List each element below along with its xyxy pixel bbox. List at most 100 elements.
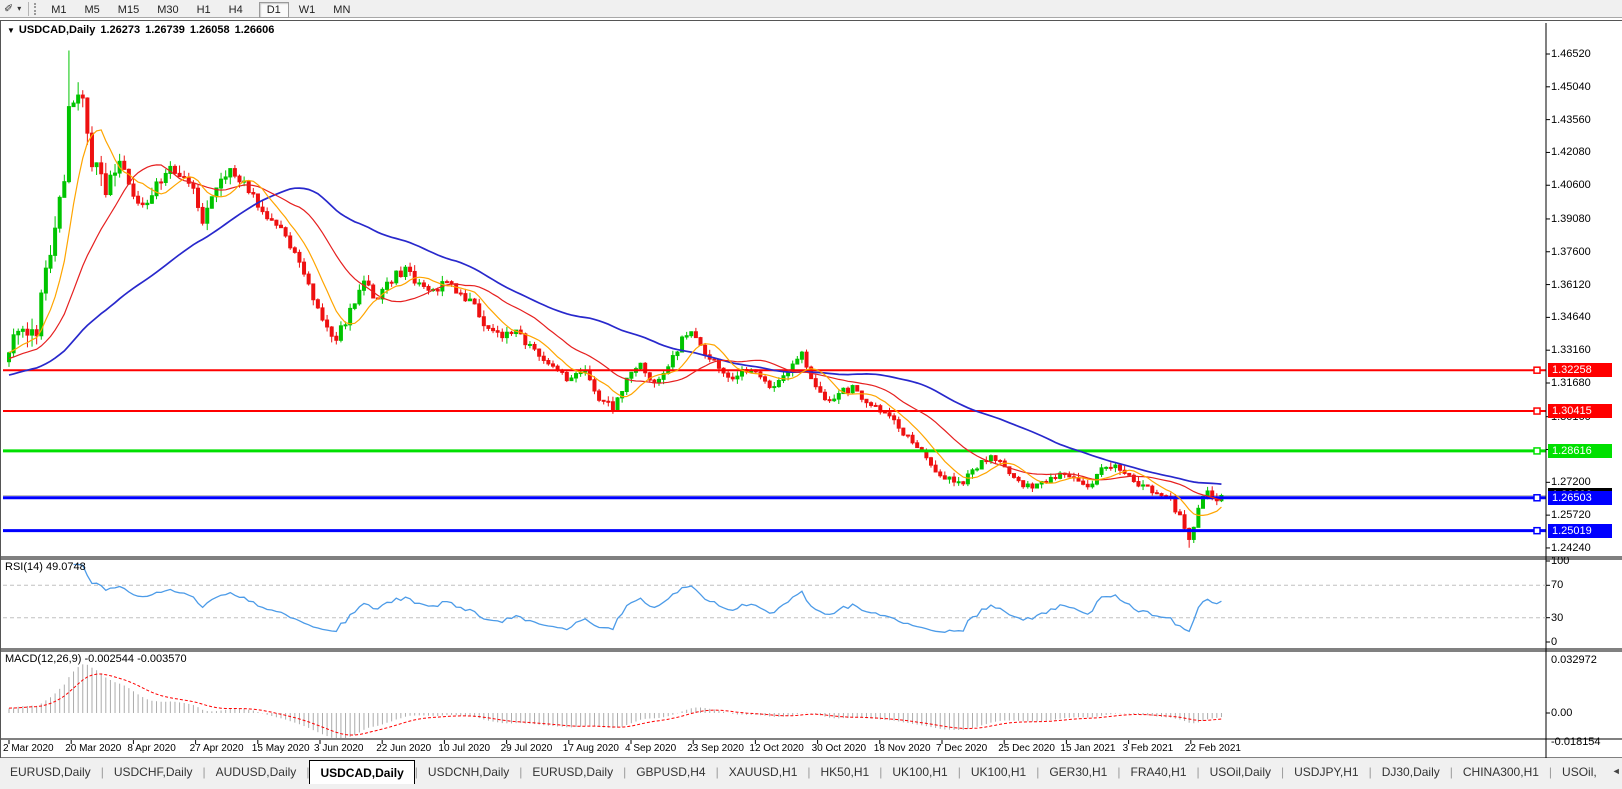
date-axis-label: 4 Sep 2020 <box>625 743 677 754</box>
date-axis-label: 27 Apr 2020 <box>189 743 244 754</box>
date-axis-label: 23 Sep 2020 <box>687 743 744 754</box>
chart-tab-usdcad-daily[interactable]: USDCAD,Daily <box>309 760 415 784</box>
chart-tab-ger30-h1[interactable]: GER30,H1 <box>1049 765 1108 779</box>
price-axis-label: 1.33160 <box>1551 344 1591 357</box>
timeframe-button-w1[interactable]: W1 <box>298 3 316 16</box>
chart-tab-audusd-daily[interactable]: AUDUSD,Daily <box>215 765 297 779</box>
tab-separator: | <box>1368 765 1372 779</box>
timeframe-button-m5[interactable]: M5 <box>84 3 100 16</box>
date-axis-label: 22 Feb 2021 <box>1184 743 1241 754</box>
price-axis-label: 1.42080 <box>1551 146 1591 159</box>
timeframe-button-m15[interactable]: M15 <box>117 3 140 16</box>
tab-separator: | <box>1117 765 1121 779</box>
rsi-axis-label: 100 <box>1551 555 1570 567</box>
rsi-axis-label: 30 <box>1551 611 1564 624</box>
timeframe-button-h1[interactable]: H1 <box>196 3 211 16</box>
date-axis-label: 7 Dec 2020 <box>936 743 988 754</box>
tab-separator: | <box>957 765 961 779</box>
chart-tab-eurusd-daily[interactable]: EURUSD,Daily <box>532 765 614 779</box>
price-axis-label: 1.37600 <box>1551 245 1591 258</box>
price-axis-label: 1.25720 <box>1551 509 1591 522</box>
chart-tab-uk100-h1[interactable]: UK100,H1 <box>970 765 1027 779</box>
date-axis-label: 18 Nov 2020 <box>873 743 931 754</box>
tab-scroll-left-icon[interactable]: ◄ <box>1611 766 1621 776</box>
rsi-axis-label: 0 <box>1551 636 1558 648</box>
chart-tab-xauusd-h1[interactable]: XAUUSD,H1 <box>728 765 798 779</box>
price-axis-label: 1.34640 <box>1551 311 1591 324</box>
timeframe-button-d1[interactable]: D1 <box>258 1 289 18</box>
tab-separator: | <box>100 765 104 779</box>
chart-title: ▼ USDCAD,Daily 1.26273 1.26739 1.26058 1.2660… <box>7 24 274 36</box>
toolbar-separator <box>28 1 30 16</box>
date-axis-label: 30 Oct 2020 <box>811 743 867 754</box>
rsi-indicator-label: RSI(14) 49.0748 <box>5 561 86 573</box>
macd-axis-label: 0.032972 <box>1551 654 1597 666</box>
chart-tab-gbpusd-h4[interactable]: GBPUSD,H4 <box>636 765 706 779</box>
date-axis-label: 3 Feb 2021 <box>1122 743 1174 754</box>
chart-tab-uk100-h1[interactable]: UK100,H1 <box>892 765 948 779</box>
timeframe-button-h4[interactable]: H4 <box>228 3 243 16</box>
date-axis-label: 2 Mar 2020 <box>3 743 54 754</box>
rsi-axis-label: 70 <box>1551 579 1564 592</box>
chart-symbol-label: USDCAD,Daily <box>18 24 96 36</box>
price-axis-label: 1.36120 <box>1551 278 1591 291</box>
price-axis-label: 1.40600 <box>1551 179 1591 192</box>
tab-separator: | <box>1449 765 1453 779</box>
chart-tab-eurusd-daily[interactable]: EURUSD,Daily <box>10 765 91 779</box>
chart-tab-fra40-h1[interactable]: FRA40,H1 <box>1130 765 1187 779</box>
chart-tab-hk50-h1[interactable]: HK50,H1 <box>820 765 870 779</box>
timeframe-buttons: M1 M5 M15 M30 H1 H4 D1 W1 MN <box>42 0 359 18</box>
tab-separator: | <box>715 765 719 779</box>
price-axis-label: 1.27200 <box>1551 476 1591 489</box>
tab-separator: | <box>306 765 310 779</box>
price-axis-label: 1.24240 <box>1551 541 1591 554</box>
price-axis-label: 1.31680 <box>1551 377 1591 389</box>
price-chart-canvas[interactable] <box>1 21 1622 759</box>
date-axis-label: 15 May 2020 <box>251 743 310 754</box>
cursor-tool-icon[interactable]: ✐ <box>4 3 14 15</box>
chart-tab-dj30-daily[interactable]: DJ30,Daily <box>1381 765 1440 779</box>
timeframe-button-m30[interactable]: M30 <box>157 3 179 16</box>
chart-tab-usdcnh-daily[interactable]: USDCNH,Daily <box>427 765 510 779</box>
ohlc-low: 1.26058 <box>189 24 230 36</box>
date-axis-label: 3 Jun 2020 <box>314 743 364 754</box>
hline-price-tag: 1.32258 <box>1548 363 1612 378</box>
hline-price-tag: 1.26503 <box>1548 490 1612 505</box>
tab-separator: | <box>1196 765 1200 779</box>
ohlc-open: 1.26273 <box>100 24 141 36</box>
toolbar-grip-handle[interactable] <box>34 2 38 15</box>
ohlc-close: 1.26606 <box>234 24 275 36</box>
chart-tab-usdchf-daily[interactable]: USDCHF,Daily <box>113 765 193 779</box>
tab-separator: | <box>519 765 523 779</box>
timeframe-toolbar: ✐ ▾ M1 M5 M15 M30 H1 H4 D1 W1 MN <box>0 0 1622 18</box>
chart-tab-usdjpy-h1[interactable]: USDJPY,H1 <box>1294 765 1359 779</box>
date-axis-label: 12 Oct 2020 <box>749 743 804 754</box>
chart-title-marker-icon[interactable]: ▼ <box>7 26 15 35</box>
price-axis-label: 1.45040 <box>1551 80 1591 93</box>
date-axis-label: 10 Jul 2020 <box>438 743 491 754</box>
tab-separator: | <box>1548 765 1553 779</box>
cursor-tool-dropdown-icon[interactable]: ▾ <box>17 4 22 13</box>
date-axis-label: 17 Aug 2020 <box>562 743 619 754</box>
timeframe-button-mn[interactable]: MN <box>333 3 351 16</box>
ohlc-high: 1.26739 <box>145 24 185 36</box>
hline-price-tag: 1.30415 <box>1548 404 1612 419</box>
macd-indicator-label: MACD(12,26,9) -0.002544 -0.003570 <box>5 653 187 665</box>
macd-axis-label: 0.00 <box>1551 707 1573 719</box>
date-axis-label: 29 Jul 2020 <box>500 743 553 754</box>
tab-separator: | <box>202 765 206 779</box>
date-axis-label: 20 Mar 2020 <box>65 743 122 754</box>
macd-axis-label: -0.018154 <box>1551 736 1601 748</box>
chart-tab-usoil-daily[interactable]: USOil,Daily <box>1209 765 1271 779</box>
tab-separator: | <box>414 765 418 779</box>
price-axis-label: 1.43560 <box>1551 113 1591 126</box>
hline-price-tag: 1.25019 <box>1548 523 1612 538</box>
timeframe-button-m1[interactable]: M1 <box>51 3 67 16</box>
date-axis-label: 22 Jun 2020 <box>376 743 432 754</box>
tab-separator: | <box>1036 765 1040 779</box>
chart-tab-bar: EURUSD,Daily | USDCHF,Daily | AUDUSD,Daily | U… <box>0 758 1622 789</box>
chart-tab-usoil-[interactable]: USOil, <box>1562 765 1597 779</box>
chart-tab-china300-h1[interactable]: CHINA300,H1 <box>1462 765 1539 779</box>
tab-separator: | <box>879 765 883 779</box>
